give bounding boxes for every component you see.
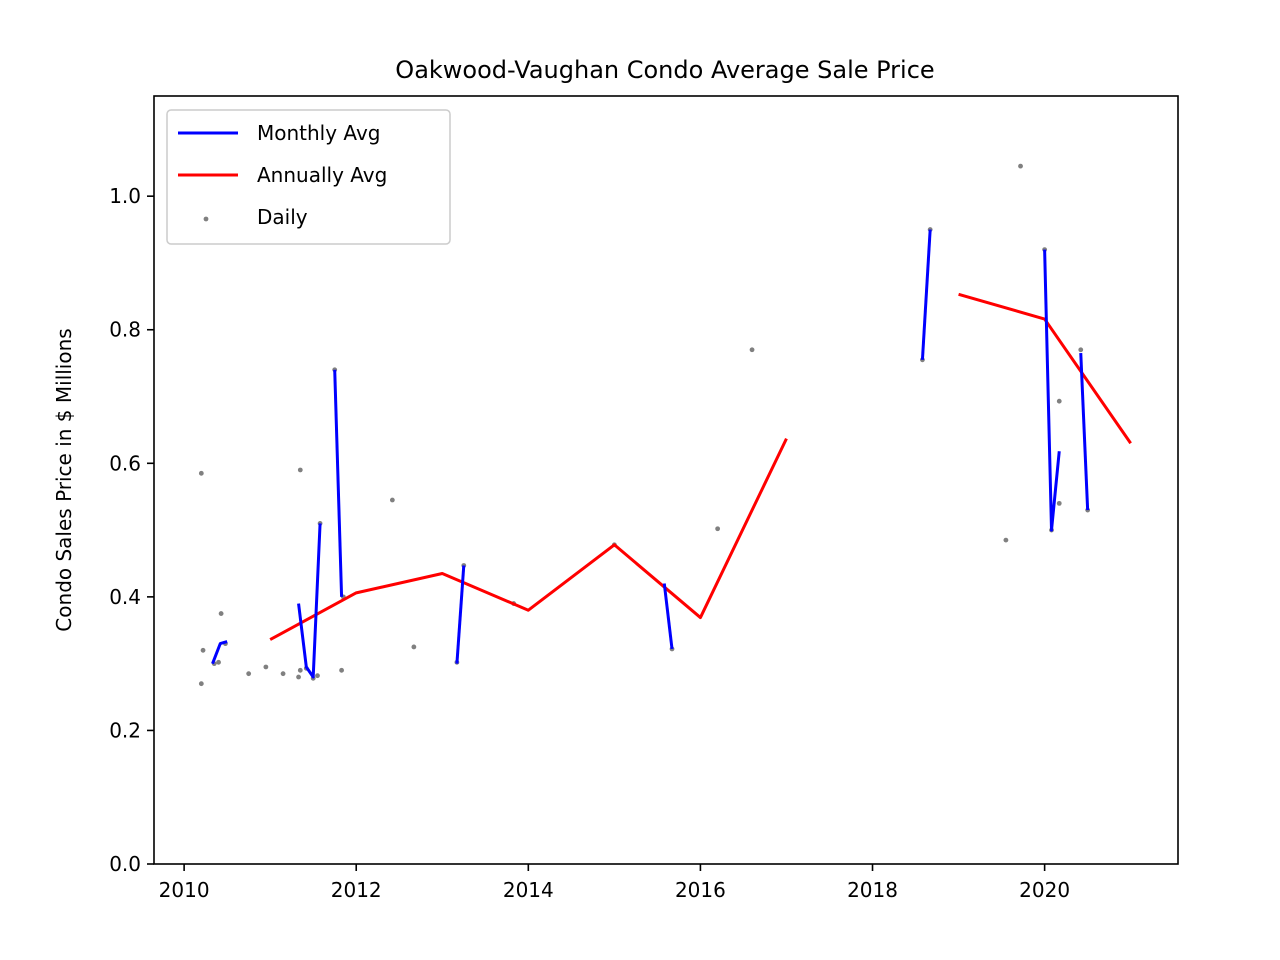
plot-area [198, 163, 1132, 687]
x-tick-label: 2012 [331, 878, 382, 902]
daily-point [198, 470, 204, 476]
daily-point [263, 664, 269, 670]
y-tick-label: 0.2 [109, 718, 141, 742]
legend-swatch-daily [203, 216, 209, 222]
y-tick-label: 1.0 [109, 184, 141, 208]
series-monthly-avg-segment [455, 565, 466, 664]
daily-point [297, 667, 303, 673]
legend-box [166, 109, 451, 245]
daily-point [246, 671, 252, 677]
daily-point [280, 671, 286, 677]
daily-point [315, 673, 320, 679]
daily-point [296, 674, 301, 680]
series-monthly-avg-segment [333, 369, 344, 597]
series-monthly-avg-segment [920, 229, 932, 360]
daily-point [218, 611, 224, 616]
x-tick-label: 2010 [159, 878, 210, 902]
x-tick-label: 2020 [1019, 878, 1070, 902]
daily-point [1056, 500, 1062, 506]
series-monthly-avg-segment [211, 640, 228, 665]
daily-point [339, 667, 344, 673]
y-axis-ticks: 0.0 0.2 0.4 0.6 0.8 1.0 [109, 184, 154, 876]
chart-title: Oakwood-Vaughan Condo Average Sale Price [395, 56, 934, 84]
daily-point [411, 644, 417, 650]
legend-entry-label: Annually Avg [257, 163, 387, 187]
series-monthly-avg-segment [1079, 353, 1090, 511]
y-tick-label: 0.4 [109, 585, 141, 609]
daily-point [1056, 398, 1062, 404]
daily-point [200, 647, 206, 653]
legend-entry-label: Monthly Avg [257, 121, 380, 145]
daily-point [1018, 163, 1023, 169]
daily-point [1003, 537, 1009, 543]
series-monthly-avg-segment [662, 583, 674, 650]
daily-point [216, 659, 221, 665]
series-annually-avg-segment [269, 437, 788, 641]
x-tick-label: 2014 [503, 878, 554, 902]
plot-frame [153, 95, 1179, 865]
daily-point [715, 526, 721, 532]
daily-point [389, 497, 395, 503]
series-monthly-avg-segment [1043, 249, 1061, 532]
series-monthly-avg-segment [297, 523, 322, 679]
x-axis-ticks: 2010 2012 2014 2016 2018 2020 [159, 864, 1070, 902]
legend: Monthly Avg Annually Avg Daily [166, 109, 451, 245]
y-tick-label: 0.8 [109, 318, 141, 342]
daily-point [749, 347, 755, 353]
y-axis-label: Condo Sales Price in $ Millions [52, 328, 76, 631]
x-tick-label: 2016 [675, 878, 726, 902]
daily-point [1078, 347, 1084, 353]
series-annually-avg-segment [958, 292, 1132, 445]
y-tick-label: 0.6 [109, 451, 141, 475]
daily-point [198, 681, 204, 687]
y-tick-label: 0.0 [109, 852, 141, 876]
daily-point [297, 467, 303, 473]
x-tick-label: 2018 [847, 878, 898, 902]
legend-entry-label: Daily [257, 205, 308, 229]
